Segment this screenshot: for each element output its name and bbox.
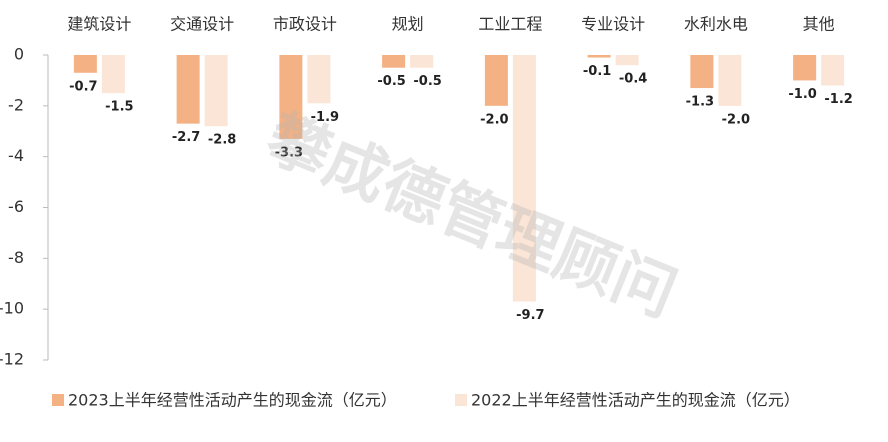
value-label: -9.7 — [516, 308, 544, 323]
y-tick-label: -10 — [0, 299, 24, 318]
bar — [73, 55, 97, 73]
value-label: -0.7 — [69, 79, 97, 94]
bar — [512, 55, 536, 302]
value-label: -1.3 — [686, 95, 714, 110]
x-tick-label: 市政设计 — [273, 15, 337, 34]
x-tick-label: 交通设计 — [170, 15, 234, 34]
legend-swatch — [455, 394, 467, 406]
bar — [279, 55, 303, 139]
y-tick-label: -12 — [0, 350, 24, 369]
value-label: -2.0 — [480, 112, 508, 127]
value-label: -2.7 — [172, 130, 200, 145]
value-label: -0.5 — [377, 74, 405, 89]
value-label: -1.0 — [788, 87, 816, 102]
bar — [718, 55, 742, 106]
value-label: -1.2 — [824, 92, 852, 107]
bar — [793, 55, 817, 81]
y-tick-label: 0 — [14, 45, 24, 64]
bar — [615, 55, 639, 66]
x-tick-label: 其他 — [803, 15, 835, 34]
x-tick-label: 建筑设计 — [67, 15, 131, 34]
value-label: -2.0 — [722, 112, 750, 127]
x-tick-label: 专业设计 — [581, 15, 645, 34]
value-label: -3.3 — [275, 145, 303, 160]
legend-label: 2022上半年经营性活动产生的现金流（亿元） — [471, 391, 800, 410]
value-label: -1.9 — [311, 110, 339, 125]
bar — [382, 55, 406, 68]
value-label: -2.8 — [208, 133, 236, 148]
x-tick-label: 规划 — [392, 15, 424, 34]
y-tick-label: -6 — [8, 197, 24, 216]
legend-swatch — [52, 394, 64, 406]
x-tick-label: 水利水电 — [684, 15, 748, 34]
value-label: -0.5 — [413, 74, 441, 89]
bar — [307, 55, 331, 104]
value-label: -0.4 — [619, 72, 647, 87]
value-label: -0.1 — [583, 64, 611, 79]
y-tick-label: -4 — [8, 146, 24, 165]
bar — [484, 55, 508, 106]
bar — [176, 55, 200, 124]
x-tick-label: 工业工程 — [478, 15, 542, 34]
bar — [587, 55, 611, 58]
bar — [410, 55, 434, 68]
value-label: -1.5 — [105, 100, 133, 115]
y-tick-label: -8 — [8, 248, 24, 267]
bar — [690, 55, 714, 89]
legend-label: 2023上半年经营性活动产生的现金流（亿元） — [68, 391, 397, 410]
y-tick-label: -2 — [8, 95, 24, 114]
bar — [821, 55, 845, 86]
bar — [204, 55, 228, 127]
watermark: 攀成德管理顾问 — [257, 101, 687, 331]
bar — [101, 55, 125, 94]
